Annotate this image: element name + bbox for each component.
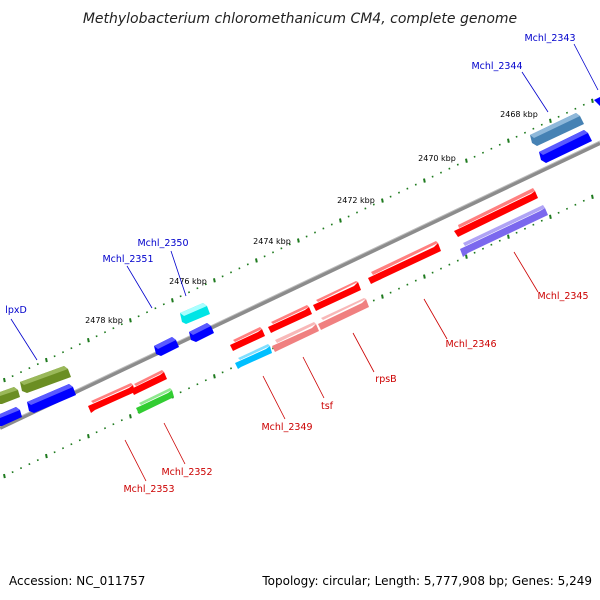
scale-tick bbox=[171, 298, 174, 303]
scale-tick bbox=[423, 274, 426, 279]
gene-arrow-mchl-2349[interactable] bbox=[235, 344, 272, 369]
scale-tick bbox=[129, 318, 132, 323]
scale-tick bbox=[213, 374, 216, 379]
scale-label-2468: 2468 kbp bbox=[500, 110, 538, 119]
scale-tick bbox=[87, 338, 90, 343]
scale-tick bbox=[339, 218, 342, 223]
scale-tick bbox=[423, 178, 426, 183]
scale-tick bbox=[549, 118, 552, 123]
gene-label-mchl-2349[interactable]: Mchl_2349 bbox=[261, 422, 312, 433]
gene-arrow-mchl-2350[interactable] bbox=[180, 303, 210, 324]
scale-tick bbox=[591, 194, 594, 199]
gene-arrow-mchl-2346[interactable] bbox=[368, 241, 441, 284]
scale-tick bbox=[87, 434, 90, 439]
gene-arrow-mchl-2352[interactable] bbox=[136, 388, 174, 414]
gene-arrow-forward-lpxd[interactable] bbox=[27, 384, 76, 413]
gene-arrow-mchl-2344[interactable] bbox=[530, 113, 584, 146]
scale-tick bbox=[549, 214, 552, 219]
scale-label-2474: 2474 kbp bbox=[253, 237, 291, 246]
scale-ticks-forward bbox=[3, 98, 594, 383]
scale-tick bbox=[45, 453, 48, 459]
accession-text: Accession: NC_011757 bbox=[9, 574, 145, 588]
scale-label-2478: 2478 kbp bbox=[85, 316, 123, 325]
label-leaders bbox=[10, 43, 599, 482]
gene-label-mchl-2345[interactable]: Mchl_2345 bbox=[537, 291, 588, 302]
gene-arrow-forward-2476[interactable] bbox=[189, 323, 214, 342]
gene-arrow-mchl-2345[interactable] bbox=[460, 205, 548, 257]
scale-tick bbox=[129, 414, 132, 419]
gene-arrow-reverse-2352-top[interactable] bbox=[131, 370, 167, 395]
gene-arrow-reverse-2349-top[interactable] bbox=[230, 327, 265, 351]
gene-arrow-rpsb[interactable] bbox=[318, 298, 369, 330]
gene-arrow-reverse-rpsb-top[interactable] bbox=[313, 281, 361, 311]
gene-arrow-lpxd[interactable] bbox=[20, 366, 71, 393]
gene-arrow-tsf[interactable] bbox=[272, 322, 319, 352]
gene-arrow-reverse-tsf-top[interactable] bbox=[268, 305, 312, 333]
scale-tick bbox=[45, 357, 48, 363]
scale-tick bbox=[465, 158, 468, 163]
gene-arrow-mchl-2353[interactable] bbox=[88, 383, 135, 413]
scale-tick bbox=[507, 234, 510, 239]
gene-label-mchl-2344[interactable]: Mchl_2344 bbox=[471, 61, 522, 72]
gene-label-mchl-2352[interactable]: Mchl_2352 bbox=[161, 467, 212, 478]
gene-label-tsf[interactable]: tsf bbox=[321, 401, 334, 412]
genome-backbone bbox=[0, 141, 600, 430]
gene-arrow-forward-left[interactable] bbox=[0, 407, 22, 426]
scale-tick bbox=[255, 258, 258, 263]
gene-arrow-mchl-2343[interactable] bbox=[594, 97, 600, 106]
gene-label-mchl-2346[interactable]: Mchl_2346 bbox=[445, 339, 496, 350]
scale-ticks-reverse bbox=[3, 194, 594, 479]
gene-label-lpxd[interactable]: lpxD bbox=[5, 305, 27, 316]
gene-label-rpsb[interactable]: rpsB bbox=[375, 374, 396, 385]
gene-label-mchl-2353[interactable]: Mchl_2353 bbox=[123, 484, 174, 495]
scale-tick bbox=[591, 98, 594, 103]
scale-label-2470: 2470 kbp bbox=[418, 154, 456, 163]
scale-label-2476: 2476 kbp bbox=[169, 277, 207, 286]
scale-tick bbox=[213, 278, 216, 283]
scale-tick bbox=[507, 138, 510, 143]
scale-tick bbox=[3, 473, 6, 479]
gene-arrow-forward-2468[interactable] bbox=[539, 130, 592, 163]
gene-arrow-mchl-2351[interactable] bbox=[154, 337, 179, 356]
map-title: Methylobacterium chloromethanicum CM4, c… bbox=[83, 11, 517, 27]
genome-summary-text: Topology: circular; Length: 5,777,908 bp… bbox=[261, 574, 592, 588]
scale-tick bbox=[465, 254, 468, 259]
scale-tick bbox=[297, 238, 300, 243]
gene-label-mchl-2351[interactable]: Mchl_2351 bbox=[102, 254, 153, 265]
scale-tick bbox=[3, 377, 6, 383]
gene-arrow-reverse-top-right[interactable] bbox=[454, 188, 538, 237]
gene-arrow-olive-left[interactable] bbox=[0, 387, 20, 404]
scale-tick bbox=[381, 294, 384, 299]
gene-label-mchl-2343[interactable]: Mchl_2343 bbox=[524, 33, 575, 44]
gene-features bbox=[0, 97, 600, 426]
scale-label-2472: 2472 kbp bbox=[337, 196, 375, 205]
scale-tick bbox=[381, 198, 384, 203]
gene-label-mchl-2350[interactable]: Mchl_2350 bbox=[137, 238, 188, 249]
